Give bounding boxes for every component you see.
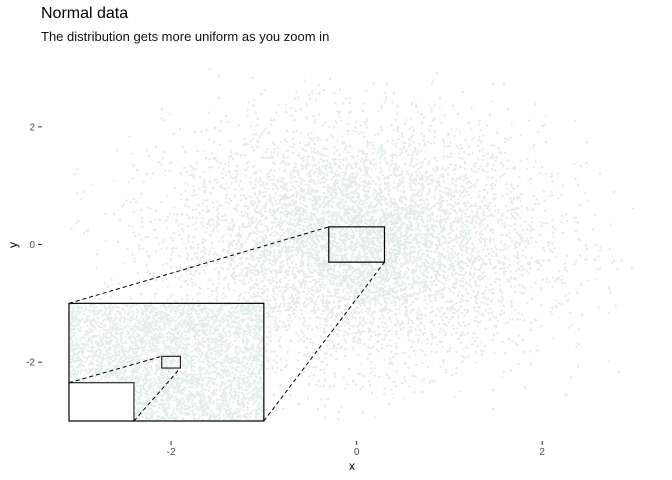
inset-border <box>68 302 265 422</box>
y-tick-label: 2 <box>29 122 35 133</box>
nested-zoom-box <box>161 355 181 369</box>
scatter-points <box>70 68 635 421</box>
nested-connector-bottom <box>133 367 181 422</box>
nested-connector-top <box>68 355 162 384</box>
zoom-connector-bottom <box>263 261 385 422</box>
x-tick-label: 0 <box>354 447 360 458</box>
y-axis-label: y <box>6 242 20 248</box>
chart-subtitle: The distribution gets more uniform as yo… <box>41 29 330 44</box>
y-tick-label: -2 <box>26 358 35 369</box>
x-tick-label: -2 <box>167 447 176 458</box>
x-axis: -2 0 2 <box>167 441 545 458</box>
zoom-box <box>328 226 386 263</box>
x-axis-label: x <box>349 459 355 473</box>
point-cloud <box>70 68 635 421</box>
y-axis: 2 0 -2 <box>26 122 42 369</box>
chart-title: Normal data <box>41 5 129 22</box>
zoom-connector-top <box>68 226 329 304</box>
zoom-overlay <box>68 226 386 422</box>
x-tick-label: 2 <box>539 447 545 458</box>
y-tick-label: 0 <box>29 240 35 251</box>
nested-inset <box>68 382 135 422</box>
